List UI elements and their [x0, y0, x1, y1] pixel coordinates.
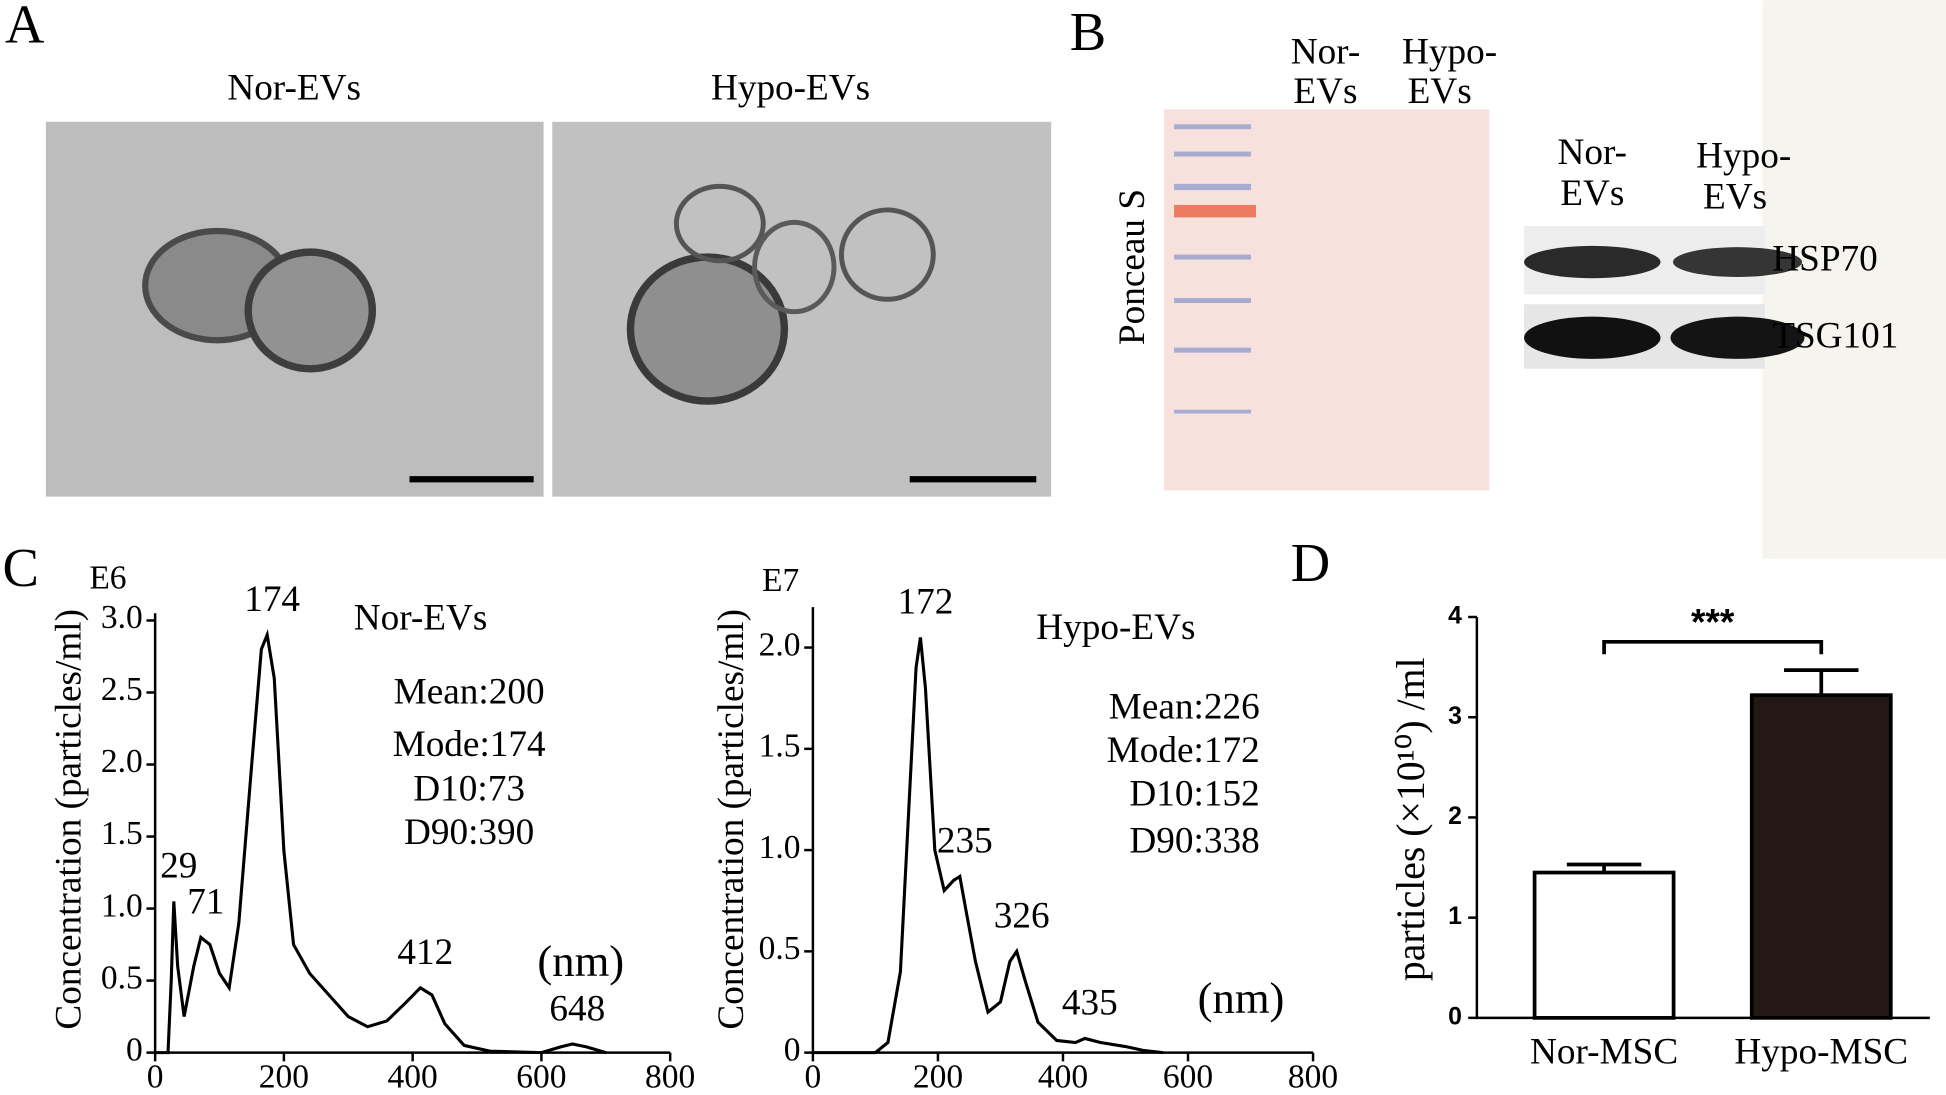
stat-label: D10:152 [1129, 774, 1259, 815]
y-tick-label: 1.0 [759, 829, 801, 866]
ladder-band [1174, 124, 1251, 130]
peak-label: 435 [1062, 983, 1118, 1024]
y-axis-label: particles (×10¹⁰) /ml [1389, 657, 1433, 981]
y-tick-label: 0 [126, 1031, 143, 1068]
x-tick-label: 800 [1288, 1059, 1338, 1095]
ladder-band [1174, 204, 1256, 218]
peak-label: 172 [897, 582, 953, 623]
y-tick-label: 3.0 [101, 599, 143, 636]
x-axis-label: (nm) [1198, 973, 1285, 1023]
x-tick-label: 200 [259, 1059, 309, 1095]
peak-label: 412 [397, 932, 453, 973]
image-label: Hypo-EVs [711, 67, 870, 108]
stat-label: Mode:172 [1107, 730, 1260, 771]
stat-label: Mode:174 [393, 724, 546, 765]
y-tick-label: 0 [784, 1031, 801, 1068]
ladder [1174, 124, 1256, 414]
ladder-band [1174, 254, 1251, 260]
ladder-band [1174, 151, 1251, 157]
x-tick-label: Nor-MSC [1530, 1032, 1678, 1073]
y-tick-label: 0 [1448, 1003, 1462, 1030]
ladder-band [1174, 183, 1251, 191]
lane-label: EVs [1560, 173, 1624, 214]
peak-label: 29 [160, 846, 197, 887]
band-label: TSG101 [1772, 316, 1898, 357]
vesicle [673, 183, 766, 264]
lane-label: EVs [1408, 71, 1472, 112]
lane-label: Hypo- [1696, 136, 1791, 177]
y-tick-label: 2.5 [101, 671, 143, 708]
stat-label: Mean:200 [394, 672, 545, 713]
blot-band [1672, 247, 1803, 277]
x-tick-label: 0 [147, 1059, 164, 1095]
curve [812, 637, 1164, 1055]
x-tick-label: 400 [388, 1059, 438, 1095]
vesicle [752, 219, 837, 315]
lane-label: Hypo- [1402, 31, 1497, 72]
peak-label: 648 [549, 988, 605, 1029]
lane-label: Nor- [1558, 132, 1628, 173]
lane-label: EVs [1703, 177, 1767, 218]
significance-bracket [1602, 639, 1824, 655]
vesicle [838, 207, 936, 302]
x-tick-label: Hypo-MSC [1734, 1032, 1908, 1073]
background-tint [1762, 0, 1946, 559]
y-axis-label: Concentration (particles/ml) [711, 609, 752, 1030]
y-tick-label: 1 [1448, 903, 1462, 930]
x-tick-label: 400 [1038, 1059, 1088, 1095]
panel-letter: D [1291, 532, 1330, 593]
panel-letter: B [1070, 1, 1106, 62]
blot-band [1670, 316, 1805, 359]
panel-letter: C [2, 537, 38, 598]
x-axis-label: (nm) [537, 936, 624, 986]
y-axis-label: Concentration (particles/ml) [49, 609, 90, 1030]
panel-letter: A [5, 0, 45, 55]
significance-label: *** [1691, 600, 1735, 642]
y-tick-label: 0.5 [101, 959, 143, 996]
image-label: Nor-EVs [227, 67, 361, 108]
y-tick-label: 0.5 [759, 930, 801, 967]
membrane-label: Ponceau S [1112, 189, 1153, 345]
bar [1532, 870, 1676, 1020]
ladder-band [1174, 347, 1251, 353]
stat-label: D90:338 [1129, 821, 1259, 862]
peak-label: 326 [994, 896, 1050, 937]
curve [155, 629, 607, 1055]
blot-band [1524, 245, 1661, 279]
chart-title: Hypo-EVs [1036, 607, 1195, 648]
stat-label: D90:390 [404, 812, 534, 853]
y-tick-label: 1.5 [101, 815, 143, 852]
vesicle [244, 248, 377, 373]
x-tick-label: 200 [913, 1059, 963, 1095]
x-tick-label: 0 [805, 1059, 822, 1095]
y-tick-label: 2.0 [759, 626, 801, 663]
y-tick-label: 3 [1448, 703, 1462, 730]
blot-band [1524, 316, 1661, 359]
vesicle [626, 253, 789, 405]
stat-label: D10:73 [413, 769, 525, 810]
y-tick-label: 1.5 [759, 728, 801, 765]
chart-title: Nor-EVs [354, 597, 488, 638]
band-label: HSP70 [1772, 239, 1878, 280]
bar [1749, 693, 1893, 1020]
x-tick-label: 600 [516, 1059, 566, 1095]
y-tick-label: 4 [1448, 603, 1462, 630]
unit-label: E6 [89, 560, 126, 597]
y-tick-label: 2 [1448, 803, 1462, 830]
stat-label: Mean:226 [1109, 687, 1260, 728]
peak-label: 71 [187, 882, 224, 923]
y-tick-label: 2.0 [101, 743, 143, 780]
lane-label: Nor- [1291, 31, 1361, 72]
peak-label: 174 [244, 579, 300, 620]
peak-label: 235 [937, 821, 993, 862]
x-tick-label: 800 [645, 1059, 695, 1095]
x-tick-label: 600 [1163, 1059, 1213, 1095]
lane-label: EVs [1293, 71, 1357, 112]
ladder-band [1174, 409, 1251, 414]
y-tick-label: 1.0 [101, 887, 143, 924]
ladder-band [1174, 298, 1251, 304]
unit-label: E7 [762, 562, 799, 599]
